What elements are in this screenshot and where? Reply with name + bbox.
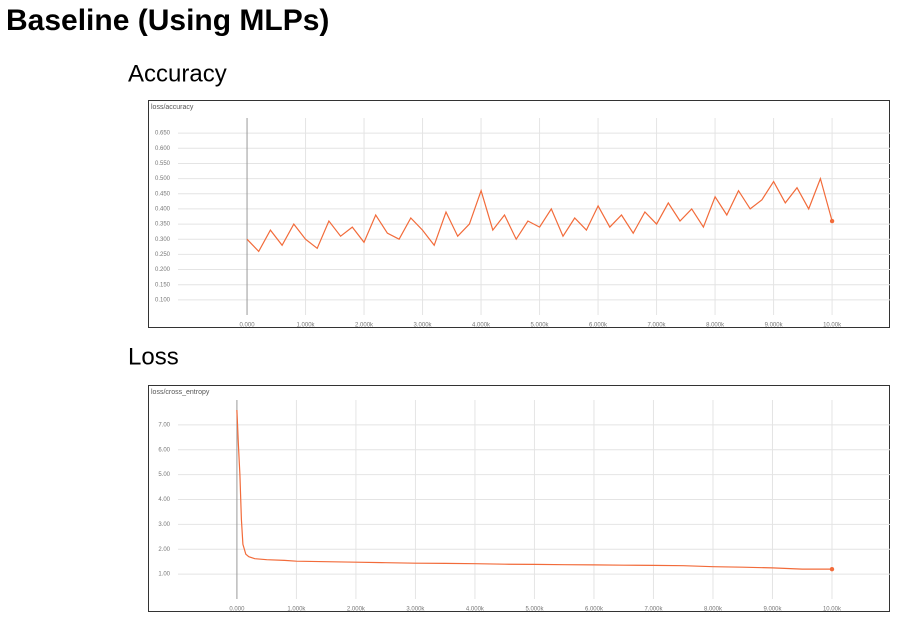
chart-frame [148, 100, 890, 328]
y-tick-label: 0.350 [155, 222, 171, 228]
y-tick-label: 4.00 [158, 497, 170, 503]
y-tick-label: 7.00 [158, 422, 170, 428]
x-tick-label: 9.000k [765, 323, 784, 329]
section-heading: Loss [128, 343, 179, 370]
x-tick-label: 4.000k [472, 323, 491, 329]
slide-title: Baseline (Using MLPs) [6, 4, 329, 37]
x-tick-label: 1.000k [287, 607, 306, 613]
x-tick-label: 6.000k [585, 607, 604, 613]
x-tick-label: 1.000k [297, 323, 316, 329]
series-line [236, 409, 832, 570]
x-tick-label: 5.000k [525, 607, 544, 613]
y-tick-label: 0.500 [155, 176, 171, 182]
x-tick-label: 4.000k [466, 607, 485, 613]
y-tick-label: 0.600 [155, 146, 171, 152]
x-tick-label: 9.000k [763, 607, 782, 613]
section-heading: Accuracy [128, 60, 227, 87]
series-line [246, 176, 833, 253]
y-tick-label: 0.550 [155, 161, 171, 167]
y-tick-label: 0.200 [155, 267, 171, 273]
x-tick-label: 6.000k [589, 323, 608, 329]
y-tick-label: 0.400 [155, 207, 171, 213]
y-tick-label: 3.00 [158, 522, 170, 528]
chart-title: loss/accuracy [151, 104, 194, 111]
x-tick-label: 5.000k [531, 323, 550, 329]
x-tick-label: 10.00k [823, 607, 842, 613]
chart-title: loss/cross_entropy [151, 389, 210, 396]
x-tick-label: 8.000k [704, 607, 723, 613]
chart-frame [148, 385, 890, 612]
y-tick-label: 0.250 [155, 252, 171, 258]
y-tick-label: 2.00 [158, 547, 170, 553]
x-tick-label: 7.000k [644, 607, 663, 613]
y-tick-label: 0.450 [155, 191, 171, 197]
y-tick-label: 0.150 [155, 282, 171, 288]
y-tick-label: 1.00 [158, 572, 170, 578]
x-tick-label: 0.000 [229, 607, 245, 613]
y-tick-label: 0.300 [155, 237, 171, 243]
y-tick-label: 6.00 [158, 447, 170, 453]
x-tick-label: 3.000k [414, 323, 433, 329]
x-tick-label: 3.000k [406, 607, 425, 613]
x-tick-label: 0.000 [240, 323, 256, 329]
x-tick-label: 7.000k [648, 323, 667, 329]
x-tick-label: 2.000k [347, 607, 366, 613]
x-tick-label: 10.00k [823, 323, 842, 329]
y-tick-label: 5.00 [158, 472, 170, 478]
last-point [829, 218, 835, 224]
x-tick-label: 2.000k [355, 323, 374, 329]
y-tick-label: 0.100 [155, 297, 171, 303]
y-tick-label: 0.650 [155, 131, 171, 137]
x-tick-label: 8.000k [706, 323, 725, 329]
last-point [829, 566, 835, 572]
